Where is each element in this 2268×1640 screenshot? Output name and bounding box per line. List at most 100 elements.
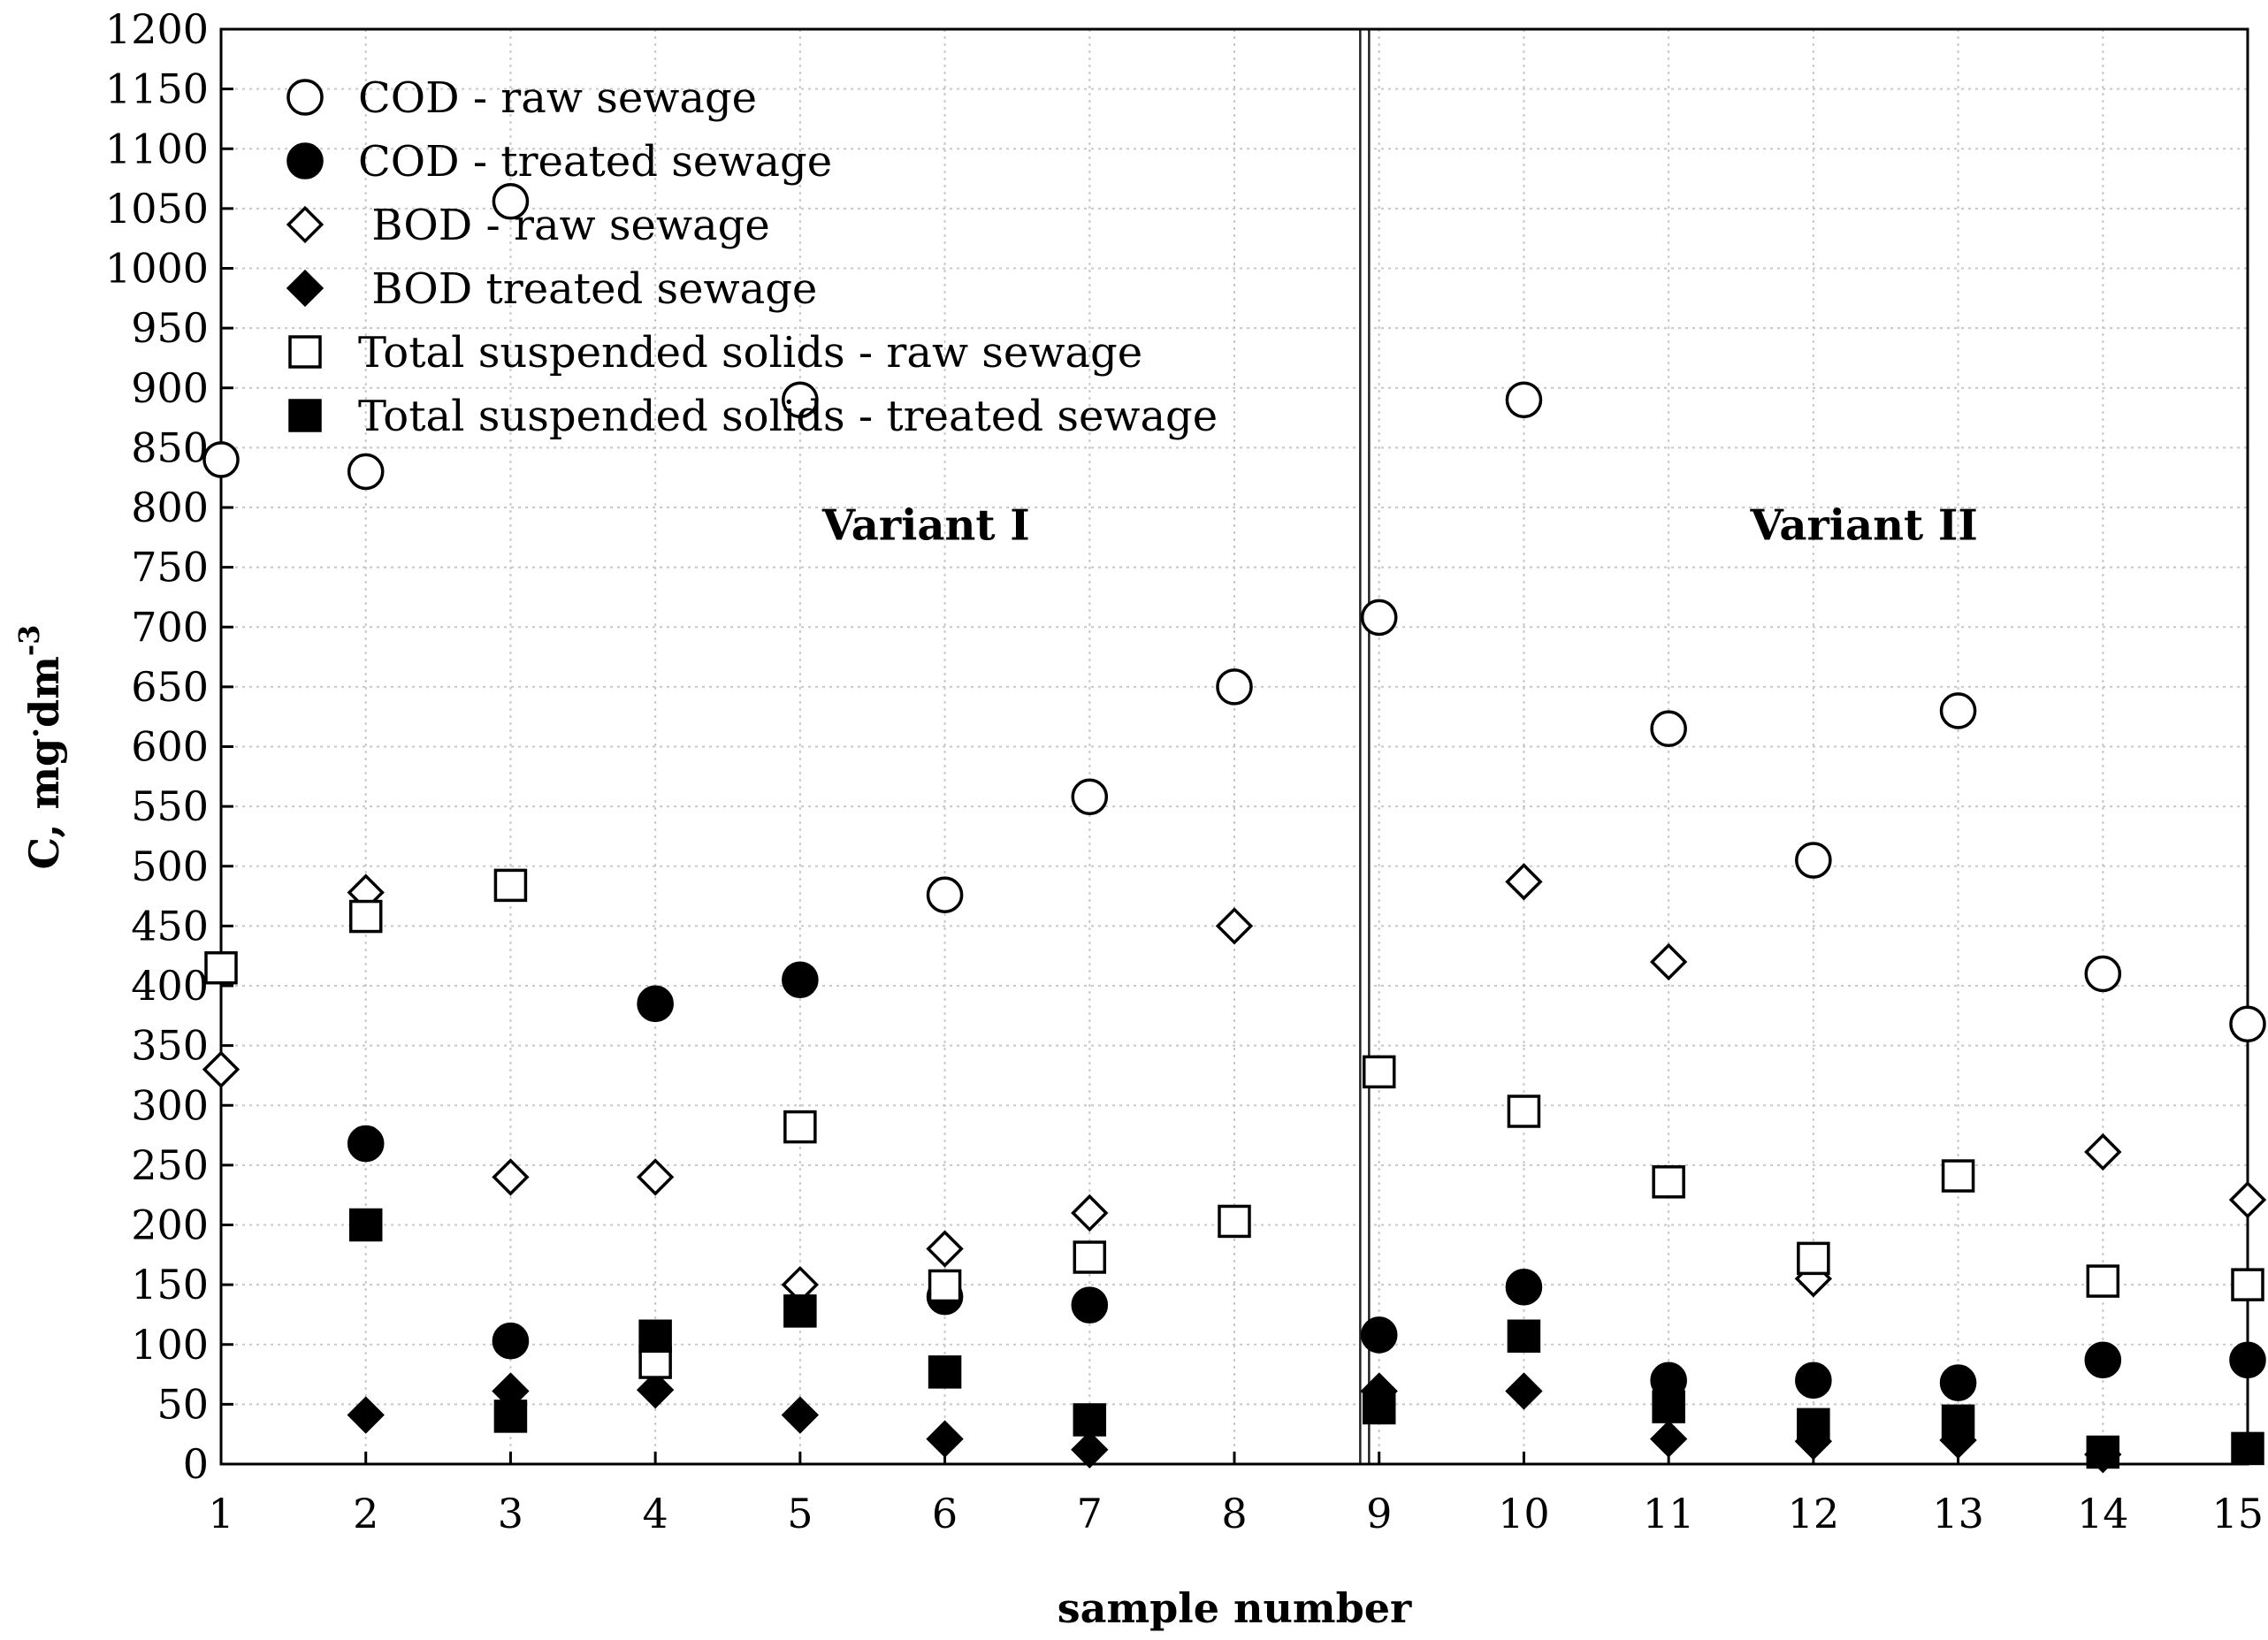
data-point: [347, 1396, 385, 1434]
data-point: [1505, 381, 1543, 419]
y-tick-label: 700: [131, 603, 209, 651]
legend-marker: [286, 79, 324, 116]
data-point: [1505, 863, 1543, 901]
x-axis-ticks: 1 2 3 4 5 6 7 8 9 10 11 12 13 14 15: [208, 1452, 2264, 1537]
y-tick-label: 50: [157, 1380, 209, 1428]
series-5: [348, 1208, 2264, 1469]
legend-marker: [286, 205, 325, 244]
y-tick-label: 250: [131, 1141, 209, 1189]
data-point: [348, 899, 383, 934]
x-tick-label: 3: [498, 1490, 523, 1537]
data-point: [2229, 1341, 2266, 1379]
data-point: [2086, 1264, 2120, 1298]
variant-label: Variant II: [1750, 500, 1978, 550]
data-point: [782, 381, 819, 419]
data-point: [1071, 1194, 1109, 1232]
y-tick-label: 850: [131, 423, 209, 471]
data-point: [1652, 1165, 1685, 1199]
data-point: [202, 441, 240, 478]
y-tick-label: 1050: [105, 185, 209, 233]
data-point: [492, 1322, 530, 1360]
data-point: [1071, 1430, 1109, 1468]
x-tick-label: 10: [1498, 1490, 1550, 1537]
y-tick-label: 450: [131, 902, 209, 950]
data-point: [636, 1158, 675, 1196]
x-tick-label: 8: [1221, 1490, 1247, 1537]
variant-separator: [1359, 27, 1371, 1466]
y-tick-label: 400: [131, 962, 209, 1010]
separator-line: [1359, 27, 1371, 1466]
y-tick-label: 600: [131, 723, 209, 771]
data-point: [1071, 1286, 1109, 1323]
y-tick-label: 0: [183, 1440, 209, 1488]
legend-label: Total suspended solids - raw sewage: [358, 328, 1142, 378]
series-1: [347, 961, 2266, 1401]
data-point: [202, 1050, 241, 1088]
y-tick-label: 550: [131, 782, 209, 830]
legend-item: Total suspended solids - treated sewage: [288, 392, 1218, 441]
data-point: [493, 868, 528, 903]
data-point: [782, 961, 819, 999]
y-tick-label: 1000: [105, 245, 209, 293]
x-axis-title: sample number: [1058, 1584, 1412, 1632]
data-point: [347, 1125, 385, 1163]
y-tick-label: 500: [131, 843, 209, 890]
data-point: [928, 1269, 962, 1303]
data-point: [1652, 1390, 1685, 1423]
legend-marker: [286, 142, 324, 179]
data-point: [1360, 1316, 1398, 1354]
legend-marker: [288, 399, 322, 432]
data-point: [348, 1208, 383, 1242]
data-point: [638, 1319, 672, 1354]
legend-item: COD - raw sewage: [286, 73, 757, 123]
data-point: [1649, 1420, 1688, 1458]
data-point: [1507, 1095, 1541, 1128]
x-tick-label: 11: [1643, 1490, 1695, 1537]
data-point: [1941, 1404, 1975, 1438]
y-tick-label: 950: [131, 304, 209, 352]
x-tick-label: 13: [1932, 1490, 1984, 1537]
y-tick-label: 1100: [105, 125, 209, 172]
y-tick-label: 900: [131, 364, 209, 412]
data-point: [1649, 942, 1688, 981]
data-point: [2229, 1005, 2266, 1043]
x-tick-label: 14: [2077, 1490, 2129, 1537]
y-tick-label: 1200: [105, 5, 209, 53]
data-point: [1795, 1362, 1832, 1400]
legend-item: BOD - raw sewage: [286, 201, 770, 250]
legend-label: COD - treated sewage: [358, 137, 832, 187]
y-axis-ticks: 0 50 100 150 200 250 300 350 400 450 500 550 600 650 7…: [105, 5, 233, 1488]
data-point: [1505, 1372, 1543, 1410]
x-tick-label: 15: [2211, 1490, 2264, 1537]
data-point: [2231, 1431, 2264, 1466]
variant-label: Variant I: [821, 500, 1030, 550]
data-point: [926, 876, 964, 914]
legend-item: COD - treated sewage: [286, 137, 832, 187]
y-tick-label: 200: [131, 1201, 209, 1249]
data-point: [347, 453, 385, 491]
x-tick-label: 6: [932, 1490, 958, 1537]
data-point: [2231, 1268, 2264, 1301]
series-4: [204, 868, 2264, 1379]
y-tick-label: 100: [131, 1321, 209, 1369]
legend-label: COD - raw sewage: [358, 73, 757, 123]
y-tick-label: 750: [131, 544, 209, 591]
data-point: [783, 1294, 817, 1328]
data-point: [1797, 1407, 1830, 1442]
x-tick-label: 2: [353, 1490, 378, 1537]
data-point: [1216, 668, 1253, 706]
y-tick-label: 150: [131, 1261, 209, 1308]
data-point: [1073, 1240, 1107, 1274]
data-point: [1650, 710, 1687, 748]
y-tick-label: 350: [131, 1022, 209, 1070]
x-tick-label: 7: [1077, 1490, 1103, 1537]
data-point: [1941, 1159, 1975, 1193]
legend-marker: [286, 269, 325, 308]
data-point: [1939, 692, 1977, 729]
data-point: [1362, 1391, 1396, 1425]
data-point: [636, 1370, 675, 1409]
legend: COD - raw sewage COD - treated sewage BOD…: [286, 73, 1218, 441]
data-point: [492, 1158, 530, 1196]
data-point: [2228, 1180, 2267, 1219]
series-0: [202, 182, 2266, 1043]
